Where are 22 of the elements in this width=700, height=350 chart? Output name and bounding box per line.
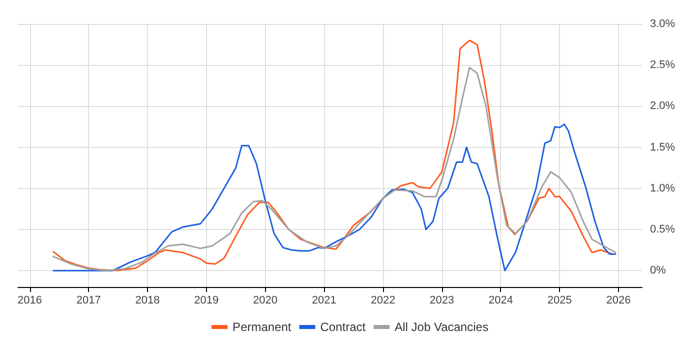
x-tick-label: 2022 <box>370 294 396 306</box>
x-tick-label: 2025 <box>547 294 572 306</box>
x-tick-label: 2017 <box>76 294 101 306</box>
legend-label: Contract <box>320 320 366 334</box>
y-tick-label: 3.0% <box>650 18 676 30</box>
x-tick-label: 2026 <box>606 294 631 306</box>
x-tick-label: 2019 <box>194 294 219 306</box>
legend-label: All Job Vacancies <box>394 320 488 334</box>
y-tick-label: 0% <box>650 264 666 277</box>
legend-label: Permanent <box>232 320 292 334</box>
y-tick-label: 2.5% <box>650 59 676 72</box>
x-tick-label: 2021 <box>312 294 336 306</box>
x-tick-label: 2016 <box>18 294 42 306</box>
y-tick-label: 2.0% <box>650 100 676 112</box>
x-tick-label: 2020 <box>253 294 278 306</box>
x-tick-label: 2023 <box>430 294 454 306</box>
y-tick-label: 1.5% <box>650 141 676 154</box>
y-tick-label: 1.0% <box>650 182 676 194</box>
x-tick-label: 2024 <box>488 294 513 306</box>
y-tick-label: 0.5% <box>650 223 676 236</box>
x-tick-label: 2018 <box>135 294 160 306</box>
line-series <box>52 124 616 272</box>
